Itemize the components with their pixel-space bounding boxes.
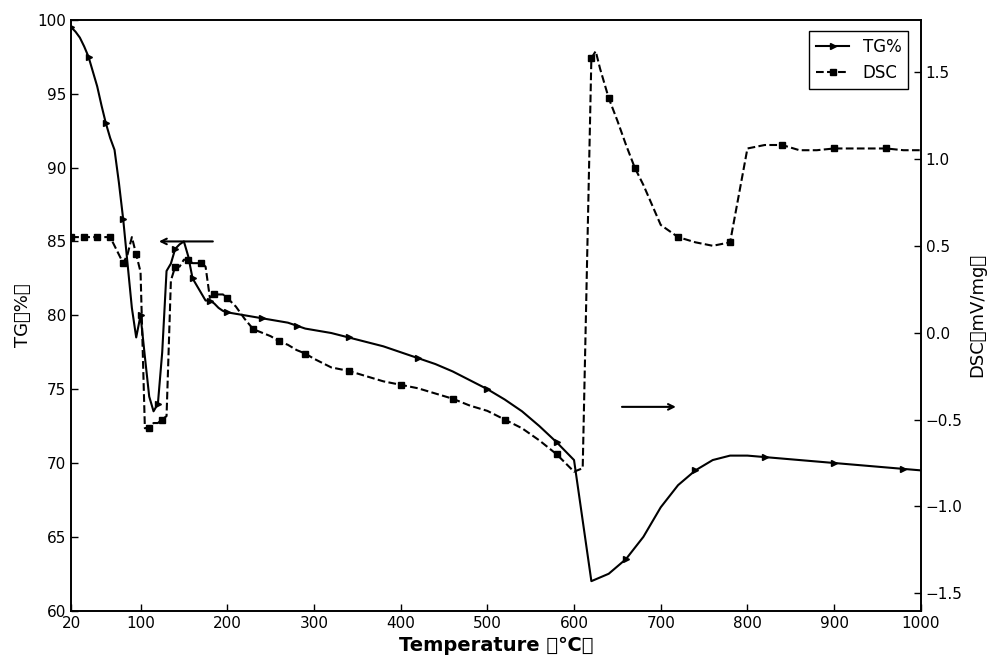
Legend: TG%, DSC: TG%, DSC xyxy=(809,31,908,89)
Y-axis label: TG（%）: TG（%） xyxy=(14,284,32,347)
X-axis label: Temperature （℃）: Temperature （℃） xyxy=(399,636,593,655)
Y-axis label: DSC（mV/mg）: DSC（mV/mg） xyxy=(968,254,986,377)
